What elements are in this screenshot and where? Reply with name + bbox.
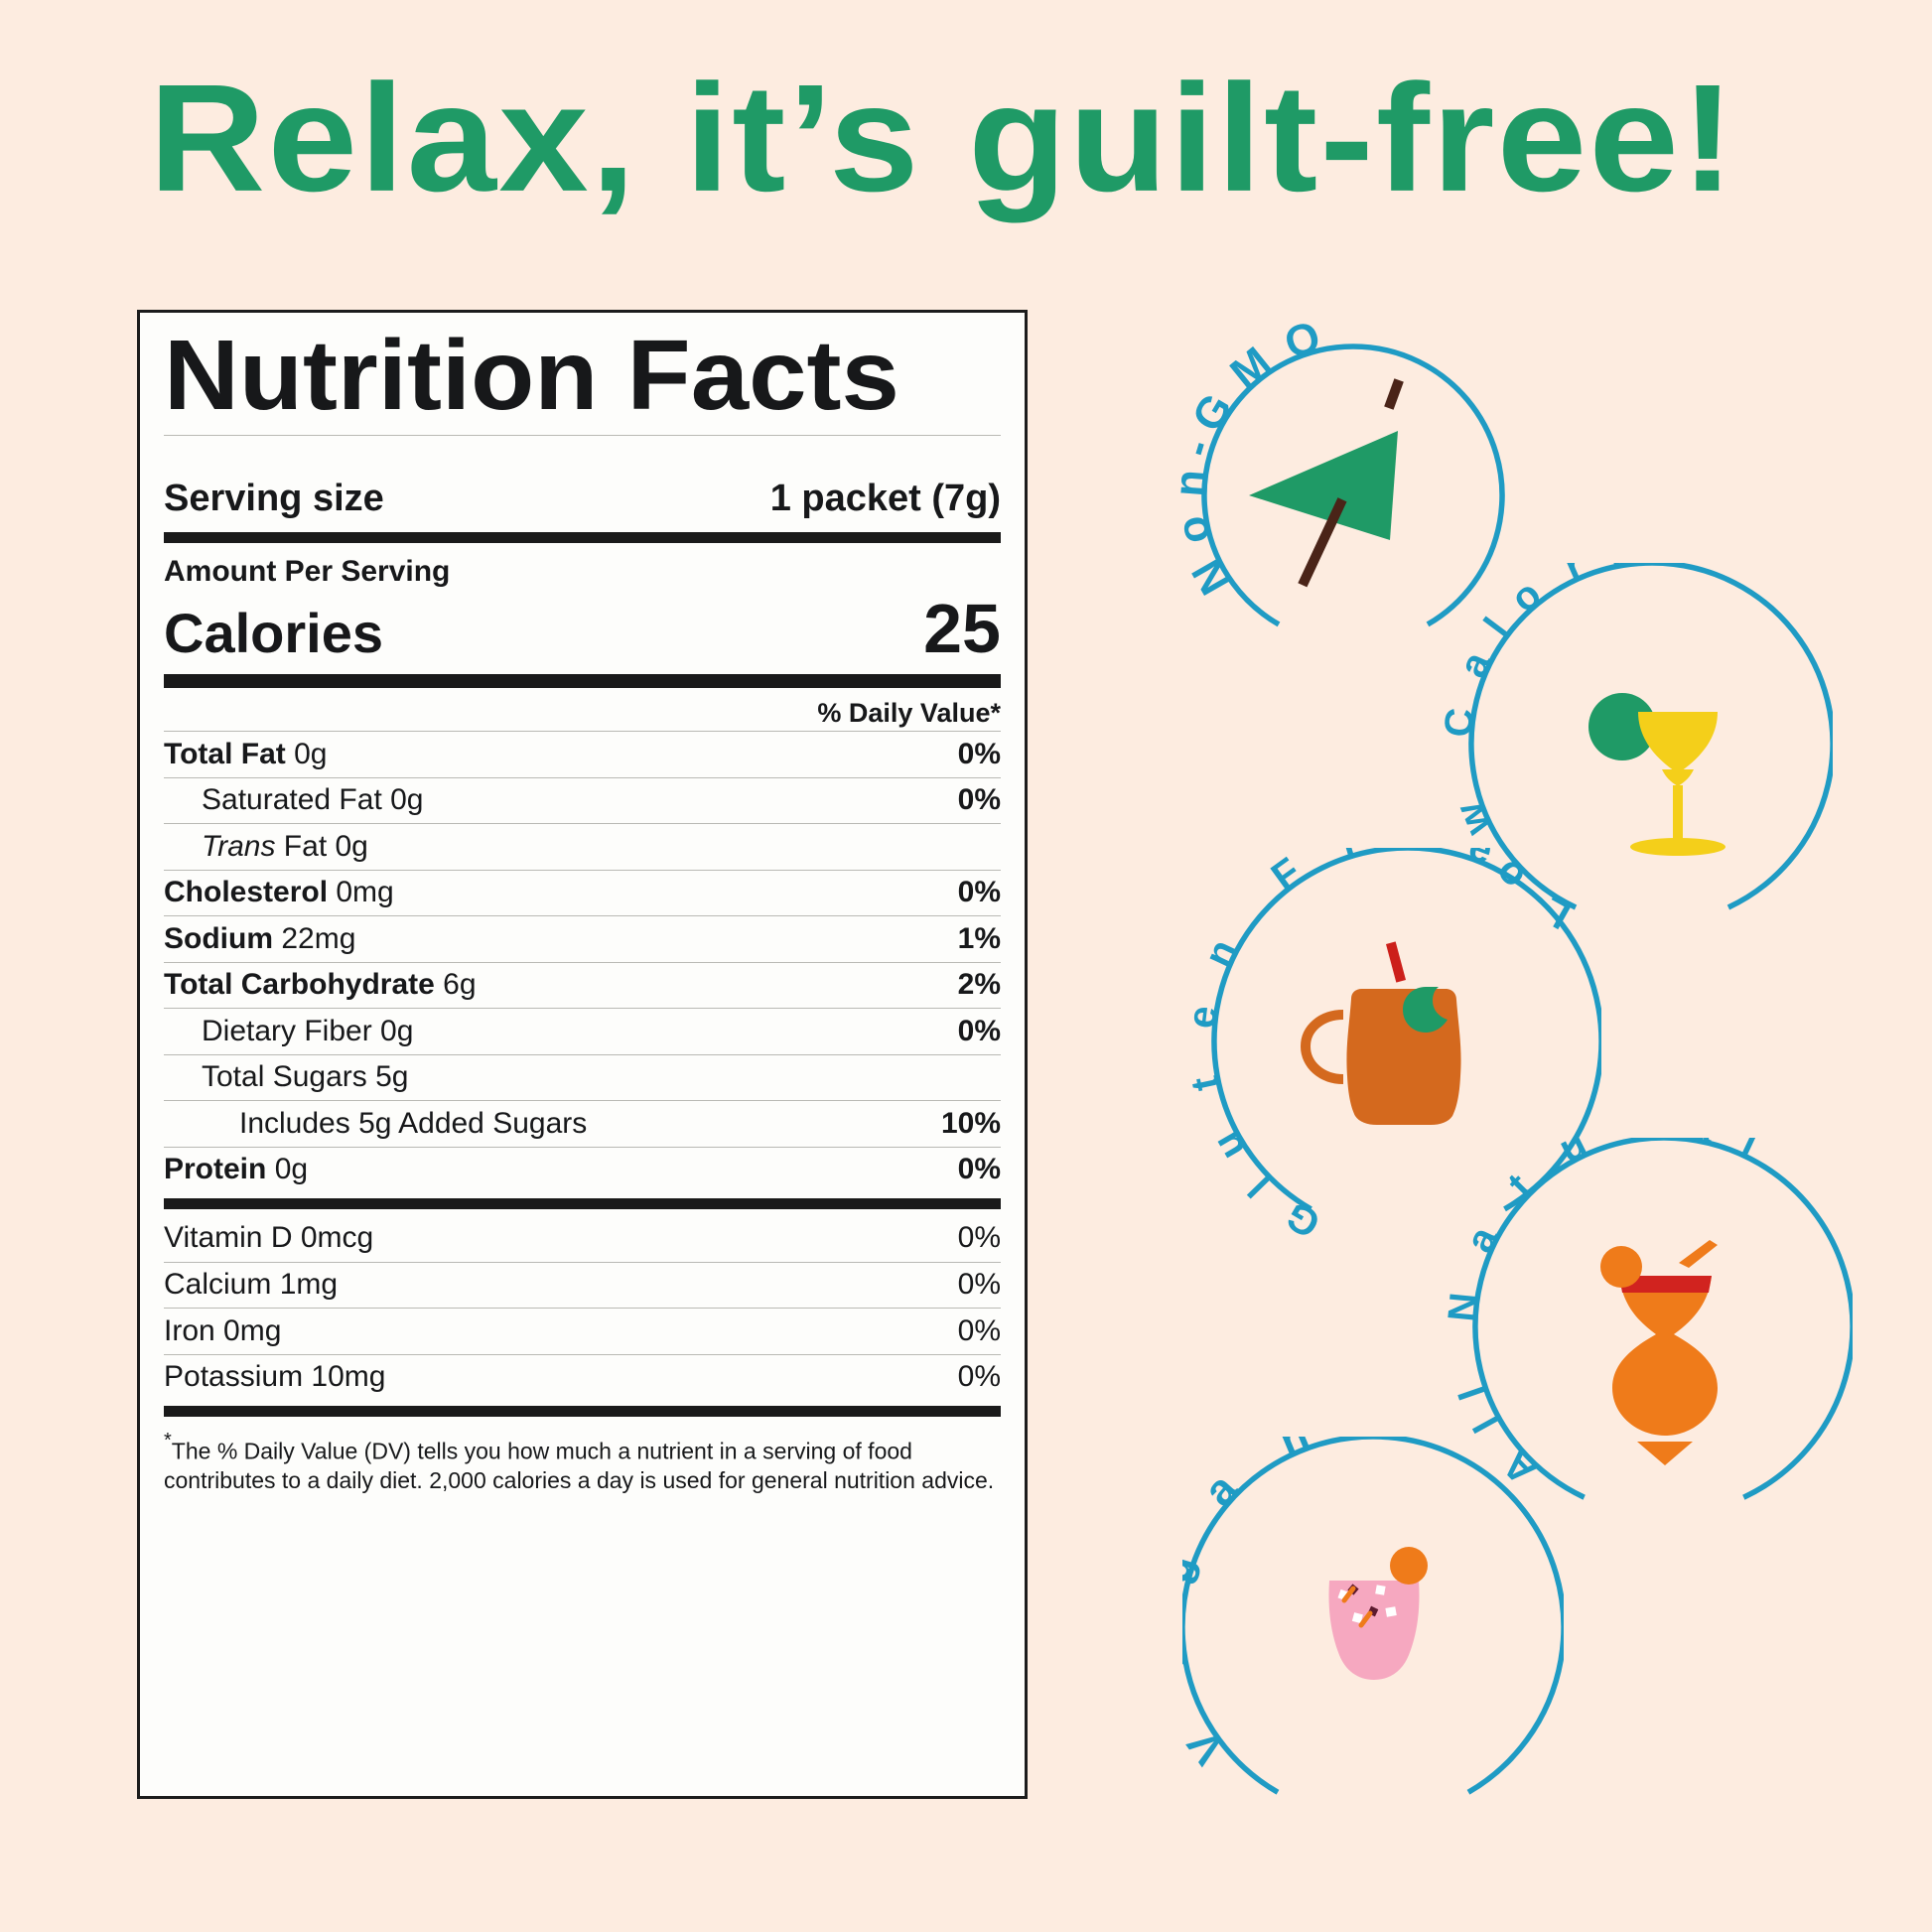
svg-text:e: e: [1646, 563, 1669, 572]
svg-text:n: n: [1196, 933, 1246, 974]
svg-text:V: V: [1182, 1721, 1235, 1773]
svg-text:G: G: [1182, 385, 1242, 439]
svg-text:a: a: [1450, 645, 1500, 684]
svg-text:M: M: [1221, 338, 1280, 398]
svg-text:G: G: [1279, 1192, 1327, 1246]
svg-text:e: e: [1404, 848, 1428, 858]
svg-text:F: F: [1264, 850, 1310, 899]
svg-text:u: u: [1553, 1138, 1594, 1172]
svg-text:u: u: [1204, 1124, 1254, 1167]
svg-text:n: n: [1170, 468, 1215, 498]
svg-text:C: C: [1437, 706, 1483, 739]
svg-text:g: g: [1182, 1549, 1203, 1588]
svg-text:l: l: [1241, 1167, 1280, 1205]
svg-text:w: w: [1448, 795, 1500, 842]
svg-text:a: a: [1457, 1219, 1507, 1259]
svg-text:N: N: [1182, 551, 1240, 603]
svg-text:N: N: [1441, 1291, 1487, 1323]
svg-text:t: t: [1499, 1166, 1540, 1205]
